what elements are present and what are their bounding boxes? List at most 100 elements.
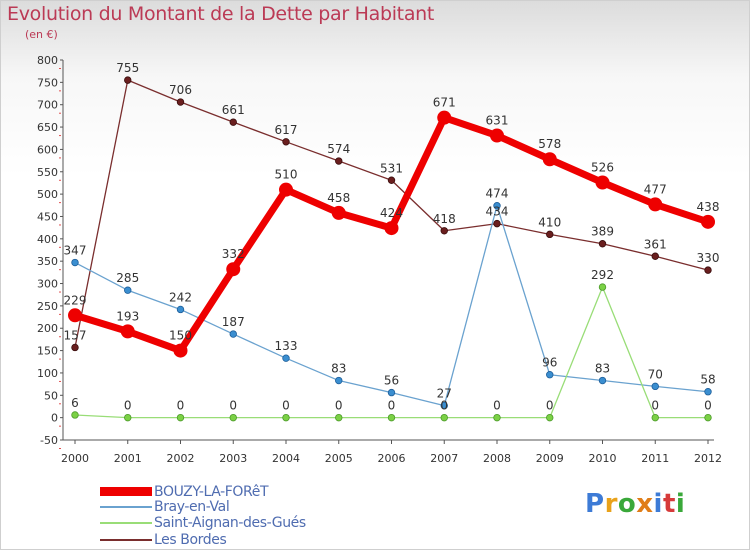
data-label-les-bordes: 410 [538, 215, 561, 229]
data-point-les-bordes [598, 240, 607, 248]
x-tick-label: 2011 [641, 452, 669, 465]
logo-letter: i [653, 489, 663, 519]
legend-item-bouzy-la-foret: BOUZY-LA-FORêT [100, 483, 268, 500]
data-label-bray-en-val: 83 [331, 362, 346, 376]
data-point-saint-aignan-des-gues [335, 413, 343, 422]
data-point-bouzy-la-foret [384, 221, 399, 236]
x-tick-label: 2006 [378, 452, 406, 465]
legend-item-les-bordes: Les Bordes [100, 531, 227, 548]
data-point-bouzy-la-foret [120, 324, 135, 339]
data-point-bouzy-la-foret [279, 182, 293, 197]
data-point-les-bordes [387, 176, 396, 184]
data-point-les-bordes [71, 343, 79, 352]
data-point-saint-aignan-des-gues [493, 413, 501, 422]
data-point-bray-en-val [335, 376, 343, 385]
x-tick-label: 2001 [114, 452, 142, 465]
x-tick-label: 2003 [219, 452, 247, 465]
data-label-les-bordes: 157 [64, 328, 87, 342]
y-tick-label: 600 [37, 143, 58, 156]
data-label-saint-aignan-des-gues: 0 [546, 399, 554, 413]
data-point-les-bordes [440, 227, 448, 235]
legend-swatch [100, 538, 152, 541]
data-point-les-bordes [176, 98, 185, 106]
data-label-les-bordes: 434 [486, 205, 509, 219]
y-tick-label: 450 [37, 210, 58, 223]
data-point-bouzy-la-foret [701, 214, 715, 229]
data-point-bouzy-la-foret [648, 197, 663, 212]
data-point-saint-aignan-des-gues [176, 413, 185, 422]
y-tick-label: 550 [37, 166, 58, 179]
x-tick-label: 2000 [61, 452, 89, 465]
data-label-les-bordes: 330 [697, 251, 720, 265]
data-label-saint-aignan-des-gues: 0 [229, 399, 237, 413]
data-label-bouzy-la-foret: 477 [644, 182, 667, 196]
data-label-bray-en-val: 83 [595, 362, 610, 376]
x-tick-label: 2012 [694, 452, 722, 465]
data-label-saint-aignan-des-gues: 0 [177, 399, 185, 413]
data-point-les-bordes [651, 252, 659, 260]
data-label-saint-aignan-des-gues: 292 [591, 268, 614, 282]
data-label-saint-aignan-des-gues: 0 [440, 399, 448, 413]
data-point-bray-en-val [546, 371, 554, 379]
data-label-bouzy-la-foret: 150 [169, 329, 192, 343]
data-label-bray-en-val: 285 [116, 271, 139, 285]
data-label-saint-aignan-des-gues: 0 [493, 399, 501, 413]
data-label-saint-aignan-des-gues: 0 [282, 399, 290, 413]
data-point-saint-aignan-des-gues [71, 411, 79, 419]
data-point-les-bordes [335, 157, 343, 165]
x-tick-label: 2002 [167, 452, 195, 465]
data-label-saint-aignan-des-gues: 0 [651, 399, 659, 413]
data-label-bouzy-la-foret: 438 [697, 200, 720, 214]
data-label-bray-en-val: 56 [384, 374, 399, 388]
logo-letter: r [604, 489, 618, 519]
legend-swatch [100, 505, 152, 508]
x-tick-label: 2004 [272, 452, 300, 465]
legend-label: Bray-en-Val [154, 498, 230, 515]
y-tick-label: 50 [44, 389, 58, 402]
y-tick-label: 400 [37, 233, 58, 246]
logo-letter: i [675, 489, 686, 519]
y-tick-label: 650 [37, 121, 58, 134]
y-tick-label: 150 [37, 345, 58, 358]
data-point-bouzy-la-foret [490, 128, 504, 143]
y-tick-label: 0 [51, 412, 58, 425]
data-point-saint-aignan-des-gues [229, 413, 237, 422]
data-label-les-bordes: 661 [222, 103, 245, 117]
data-point-saint-aignan-des-gues [598, 283, 607, 291]
x-tick-label: 2008 [483, 452, 511, 465]
data-point-les-bordes [124, 76, 132, 84]
data-label-bray-en-val: 347 [64, 244, 87, 258]
data-point-saint-aignan-des-gues [124, 413, 132, 422]
legend-label: Les Bordes [154, 531, 227, 548]
unit-label: (en €) [25, 28, 58, 41]
y-tick-label: 250 [37, 300, 58, 313]
legend-item-saint-aignan-des-gues: Saint-Aignan-des-Gués [100, 514, 306, 531]
data-point-les-bordes [282, 138, 290, 146]
data-label-bray-en-val: 96 [542, 356, 557, 370]
legend-swatch [100, 521, 152, 524]
data-point-bray-en-val [598, 376, 607, 385]
data-label-bouzy-la-foret: 510 [275, 168, 298, 182]
data-label-les-bordes: 706 [169, 83, 192, 97]
data-point-bouzy-la-foret [595, 175, 610, 190]
data-label-bouzy-la-foret: 193 [116, 309, 139, 323]
data-point-bray-en-val [229, 330, 237, 338]
logo-letter: t [662, 489, 676, 519]
data-label-les-bordes: 617 [275, 123, 298, 137]
x-tick-label: 2005 [325, 452, 353, 465]
data-label-les-bordes: 361 [644, 237, 667, 251]
data-point-saint-aignan-des-gues [651, 413, 659, 422]
logo-letter: o [617, 489, 637, 519]
y-tick-label: 700 [37, 99, 58, 112]
data-point-bouzy-la-foret [173, 343, 188, 358]
data-point-bray-en-val [176, 305, 185, 314]
data-point-bouzy-la-foret [542, 152, 557, 167]
data-point-les-bordes [546, 230, 554, 239]
data-label-les-bordes: 389 [591, 225, 614, 239]
x-tick-label: 2009 [536, 452, 564, 465]
proxiti-logo: Proxiti [585, 489, 685, 519]
legend-swatch [100, 487, 152, 496]
data-label-bray-en-val: 187 [222, 315, 245, 329]
data-label-bouzy-la-foret: 229 [64, 293, 87, 307]
